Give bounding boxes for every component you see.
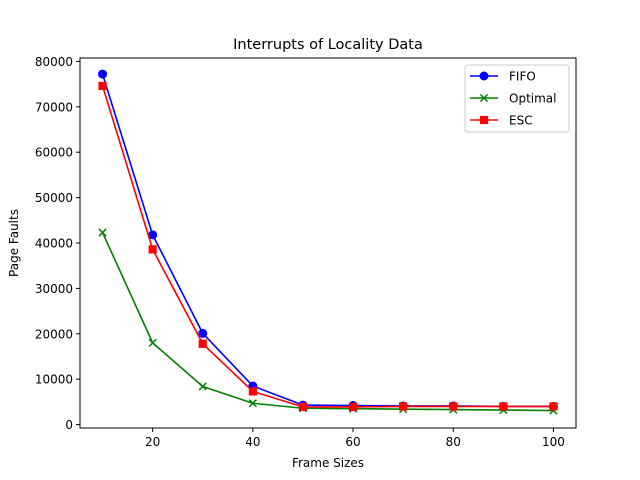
legend-marker-optimal bbox=[479, 93, 489, 103]
data-point-optimal bbox=[98, 228, 107, 237]
x-tick-label: 40 bbox=[245, 435, 260, 449]
data-point-optimal bbox=[198, 382, 207, 391]
y-tick-label: 10000 bbox=[35, 373, 73, 387]
data-point-fifo bbox=[98, 69, 108, 79]
y-tick-label: 50000 bbox=[35, 191, 73, 205]
series-line-optimal bbox=[101, 232, 554, 412]
legend: FIFO Optimal ESC bbox=[464, 64, 570, 133]
y-tick-label: 0 bbox=[65, 418, 73, 432]
x-axis-label: Frame Sizes bbox=[292, 456, 364, 470]
y-tick-label: 60000 bbox=[35, 146, 73, 160]
data-point-esc bbox=[248, 387, 257, 396]
x-tick-label: 20 bbox=[145, 435, 160, 449]
legend-marker-fifo bbox=[479, 71, 489, 81]
data-point-fifo bbox=[198, 328, 208, 338]
legend-box bbox=[464, 64, 570, 133]
legend-label-fifo: FIFO bbox=[509, 70, 536, 84]
data-point-esc bbox=[148, 245, 157, 254]
y-tick-label: 40000 bbox=[35, 237, 73, 251]
series-line-esc bbox=[101, 85, 554, 408]
series-esc bbox=[98, 81, 558, 411]
data-point-esc bbox=[549, 402, 558, 411]
legend-marker-esc bbox=[479, 115, 489, 125]
y-axis-ticks: 0 10000 20000 30000 40000 50000 60000 70000 8000… bbox=[35, 55, 80, 432]
data-point-esc bbox=[98, 81, 107, 91]
chart-title: Interrupts of Locality Data bbox=[233, 37, 423, 53]
y-axis-label: Page Faults bbox=[7, 209, 21, 277]
legend-label-esc: ESC bbox=[509, 114, 533, 128]
x-tick-label: 60 bbox=[345, 435, 360, 449]
y-tick-label: 80000 bbox=[35, 55, 73, 69]
data-point-esc bbox=[298, 402, 308, 411]
data-point-esc bbox=[198, 339, 207, 348]
y-tick-label: 70000 bbox=[35, 100, 73, 114]
data-point-esc bbox=[348, 402, 358, 411]
data-point-optimal bbox=[248, 399, 257, 408]
x-axis-ticks: 20 40 60 80 100 bbox=[145, 428, 565, 449]
y-tick-label: 20000 bbox=[35, 327, 73, 341]
legend-items: FIFO Optimal ESC bbox=[470, 70, 556, 128]
y-tick-label: 30000 bbox=[35, 282, 73, 296]
legend-label-optimal: Optimal bbox=[509, 92, 556, 106]
data-point-esc bbox=[399, 402, 408, 411]
x-tick-label: 80 bbox=[446, 435, 461, 449]
data-point-esc bbox=[499, 402, 508, 411]
x-tick-label: 100 bbox=[542, 435, 565, 449]
series-layer bbox=[98, 69, 558, 415]
data-point-optimal bbox=[148, 338, 157, 348]
data-point-esc bbox=[449, 402, 458, 411]
